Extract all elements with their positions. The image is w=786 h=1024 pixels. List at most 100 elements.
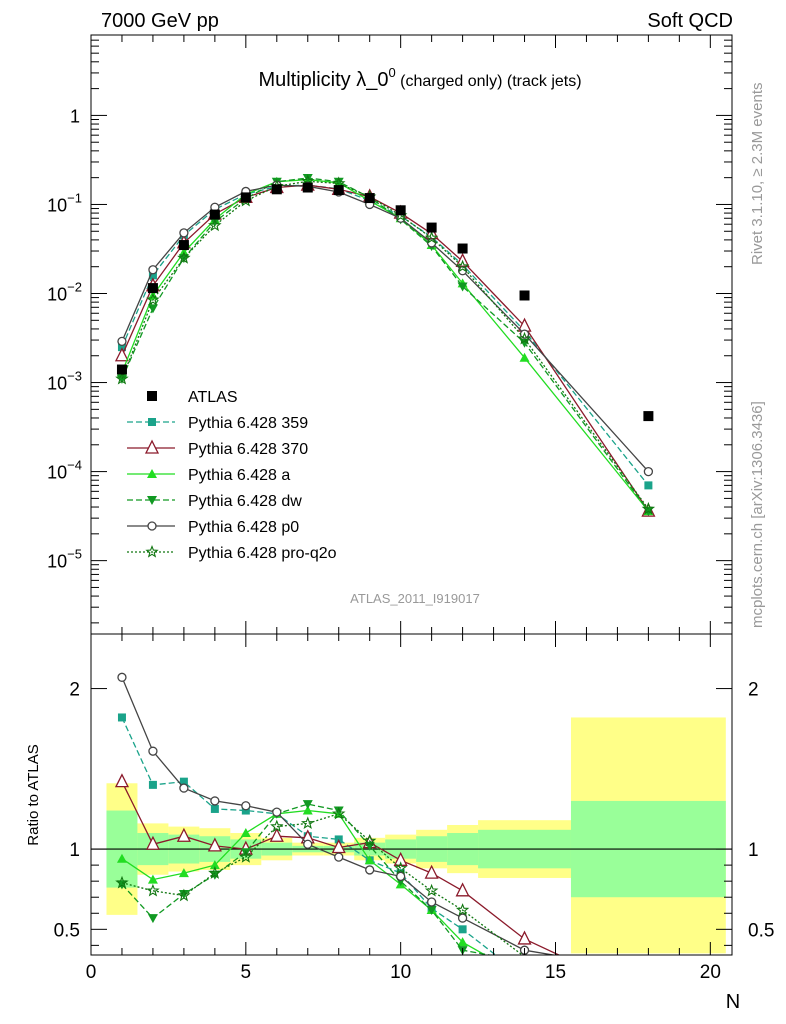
ratio-series-4-point bbox=[426, 897, 437, 907]
ratio-series-1-point bbox=[269, 827, 284, 842]
main-y-tick-label: 10−3 bbox=[47, 369, 82, 394]
ratio-series-5-point bbox=[239, 850, 253, 863]
legend-item-6: Pythia 6.428 pro-q2o bbox=[127, 544, 337, 562]
main-series-5-point bbox=[208, 218, 222, 232]
main-series-5-point bbox=[641, 501, 656, 515]
legend-item-0: ATLAS bbox=[147, 389, 238, 406]
ratio-series-1-point bbox=[114, 773, 130, 788]
x-tick-label: 15 bbox=[545, 962, 566, 983]
main-y-tick-label-exp: −2 bbox=[67, 280, 82, 295]
ratio-series-4-point bbox=[241, 801, 251, 811]
ratio-series-3-point bbox=[333, 806, 344, 816]
ratio-series-1-point bbox=[393, 851, 408, 866]
main-series-1-point bbox=[114, 347, 130, 362]
main-series-line-2 bbox=[121, 178, 649, 512]
x-tick-label: 10 bbox=[390, 962, 411, 983]
main-series-5-point bbox=[146, 292, 160, 306]
atlas-data-point bbox=[643, 411, 654, 422]
main-y-tick-label-base: 10 bbox=[47, 463, 67, 483]
atlas-data-point bbox=[519, 290, 530, 301]
ratio-series-2-point bbox=[364, 855, 375, 865]
ratio-series-1-point bbox=[145, 835, 160, 850]
chart-title-superscript: 0 bbox=[388, 65, 395, 80]
main-y-tick-label: 1 bbox=[70, 106, 80, 126]
ratio-series-4-point bbox=[148, 746, 158, 756]
legend-item-3: Pythia 6.428 a bbox=[127, 467, 290, 484]
main-series-3-point bbox=[209, 217, 220, 227]
ratio-series-2-point bbox=[302, 805, 313, 815]
main-series-5-point bbox=[455, 259, 470, 273]
ratio-series-1-point bbox=[424, 864, 439, 879]
ratio-plot-content bbox=[91, 672, 732, 955]
legend-item-2: Pythia 6.428 370 bbox=[127, 439, 308, 458]
ratio-series-2-point bbox=[116, 853, 127, 863]
main-series-4-point bbox=[117, 336, 127, 347]
main-y-tick-labels: 10−510−410−310−210−11 bbox=[47, 106, 82, 571]
ratio-y-tick-label: 0.5 bbox=[54, 920, 80, 941]
legend-label-3: Pythia 6.428 a bbox=[188, 467, 290, 484]
header-left-label: 7000 GeV pp bbox=[101, 10, 219, 32]
main-series-line-5 bbox=[121, 180, 649, 510]
legend-item-4: Pythia 6.428 dw bbox=[127, 493, 302, 510]
legend-label-4: Pythia 6.428 dw bbox=[188, 493, 302, 510]
legend-item-5: Pythia 6.428 p0 bbox=[127, 519, 299, 536]
main-series-0-point bbox=[644, 481, 653, 490]
ratio-series-5-point bbox=[115, 875, 129, 889]
ratio-series-1-point bbox=[207, 837, 222, 852]
ratio-series-5-point bbox=[208, 865, 222, 879]
chart-title-suffix: (charged only) (track jets) bbox=[396, 73, 582, 90]
main-series-line-1 bbox=[121, 184, 649, 512]
ratio-series-line-2 bbox=[121, 809, 487, 955]
main-y-tick-label: 10−2 bbox=[47, 280, 82, 305]
ratio-series-4-point bbox=[396, 871, 406, 882]
ratio-series-1-point bbox=[455, 882, 470, 897]
ratio-series-5-point bbox=[332, 806, 346, 820]
ratio-series-4-point bbox=[303, 839, 313, 849]
atlas-data-point bbox=[116, 364, 127, 375]
ratio-series-1 bbox=[114, 773, 561, 955]
main-plot-content bbox=[114, 174, 656, 517]
ratio-series-5-point bbox=[424, 883, 439, 897]
main-y-tick-label-exp: −4 bbox=[67, 458, 82, 473]
legend-marker-0 bbox=[147, 391, 157, 401]
ratio-series-5-point bbox=[270, 819, 284, 833]
ratio-series-5-point bbox=[363, 833, 377, 847]
x-axis-label: N bbox=[726, 991, 740, 1013]
chart-title: Multiplicity λ_00 (charged only) (track … bbox=[258, 65, 581, 91]
ratio-series-line-0 bbox=[121, 717, 497, 955]
ratio-plot-panel: 0.5 0.5 1 1 2 2 0 5 10 15 20 Ratio to ATLAS N bbox=[25, 633, 775, 1013]
main-y-tick-label-base: 10 bbox=[47, 195, 67, 215]
ratio-series-2-point bbox=[209, 860, 220, 870]
side-label-mcplots: mcplots.cern.ch [arXiv:1306.3436] bbox=[749, 401, 766, 628]
ratio-y-tick-label: 2 bbox=[69, 680, 80, 701]
main-y-tick-label-exp: −3 bbox=[67, 369, 82, 384]
legend-marker-3 bbox=[147, 469, 157, 478]
chart-title-main: Multiplicity λ_0 bbox=[258, 69, 388, 91]
main-series-2-point bbox=[519, 352, 530, 362]
ratio-y-axis-label: Ratio to ATLAS bbox=[25, 744, 42, 845]
ratio-series-4-point bbox=[272, 807, 282, 817]
main-y-tick-label-base: 10 bbox=[47, 552, 67, 572]
x-tick-label: 0 bbox=[86, 962, 97, 983]
ratio-series-4-point bbox=[210, 796, 220, 806]
main-series-3 bbox=[116, 174, 654, 517]
main-y-tick-label: 10−4 bbox=[47, 458, 82, 483]
main-series-5 bbox=[115, 174, 656, 515]
ratio-series-5-point bbox=[177, 888, 191, 902]
main-series-0-point bbox=[148, 271, 157, 280]
legend-label-0: ATLAS bbox=[188, 389, 238, 406]
legend-marker-6 bbox=[145, 544, 159, 558]
ratio-y-tick-label-right: 2 bbox=[748, 680, 759, 701]
ratio-series-5-point bbox=[300, 816, 315, 830]
main-y-tick-label: 10−5 bbox=[47, 547, 82, 572]
x-tick-labels: 0 5 10 15 20 bbox=[86, 962, 721, 983]
main-series-line-3 bbox=[121, 177, 649, 512]
legend-label-1: Pythia 6.428 359 bbox=[188, 415, 308, 432]
legend-marker-4 bbox=[147, 496, 157, 505]
atlas-data-point bbox=[271, 184, 282, 195]
ratio-series-4-point bbox=[117, 672, 127, 682]
ratio-y-tick-labels: 0.5 0.5 1 1 2 2 bbox=[54, 680, 775, 942]
ratio-series-0-point bbox=[117, 713, 126, 722]
main-series-3-point bbox=[302, 174, 313, 184]
